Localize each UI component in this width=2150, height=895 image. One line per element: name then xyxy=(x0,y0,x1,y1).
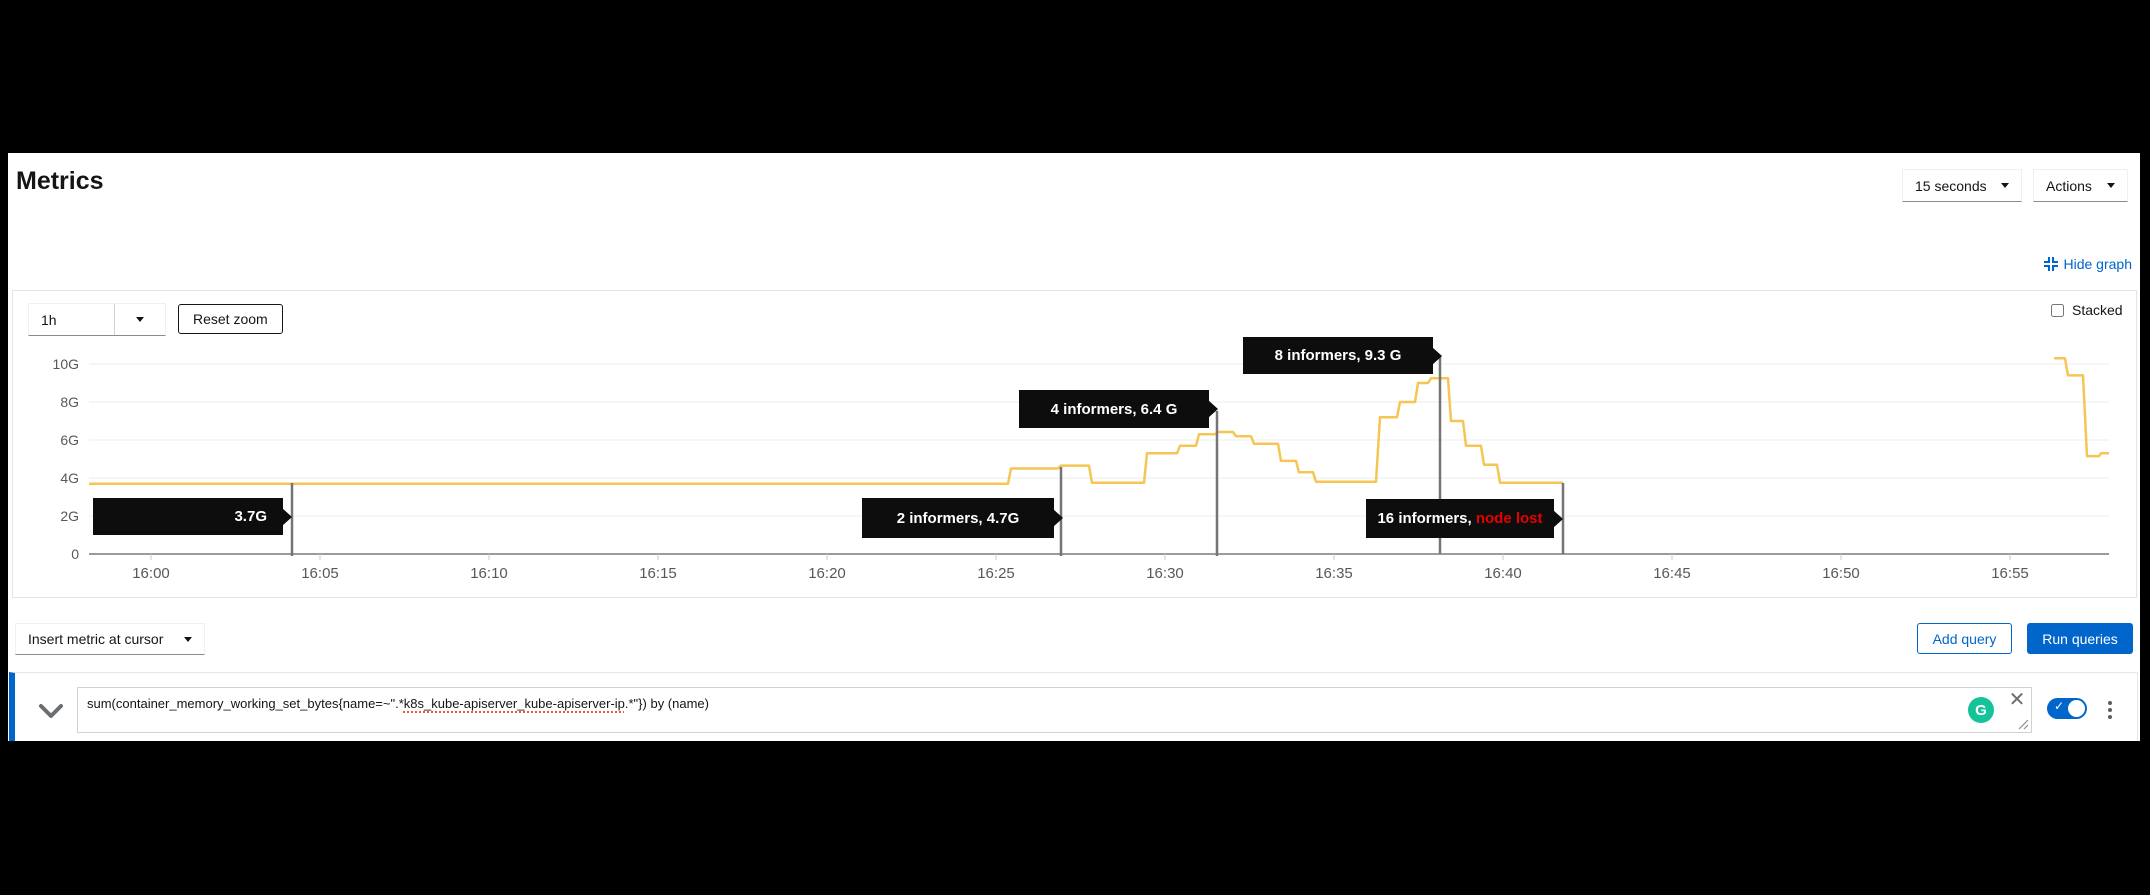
chart-annotation-tooltip: 3.7G xyxy=(93,498,283,535)
stacked-checkbox[interactable] xyxy=(2051,303,2064,317)
duration-value: 1h xyxy=(41,311,57,328)
run-queries-button[interactable]: Run queries xyxy=(2027,623,2133,654)
svg-text:8G: 8G xyxy=(60,394,79,410)
svg-text:16:55: 16:55 xyxy=(1991,565,2029,582)
refresh-interval-select[interactable]: 15 seconds xyxy=(1902,169,2022,202)
svg-text:16:05: 16:05 xyxy=(301,565,339,582)
svg-text:16:15: 16:15 xyxy=(639,565,677,582)
svg-text:16:25: 16:25 xyxy=(977,565,1015,582)
close-icon[interactable]: ✕ xyxy=(2008,689,2026,711)
add-query-button[interactable]: Add query xyxy=(1917,623,2012,654)
reset-zoom-button[interactable]: Reset zoom xyxy=(178,304,283,334)
textarea-resize-grip[interactable] xyxy=(2018,719,2029,730)
caret-down-icon xyxy=(136,317,144,322)
caret-down-icon xyxy=(184,636,192,642)
refresh-interval-value: 15 seconds xyxy=(1915,177,1987,194)
svg-text:16:35: 16:35 xyxy=(1315,565,1353,582)
query-row: sum(container_memory_working_set_bytes{n… xyxy=(9,672,2138,741)
actions-value: Actions xyxy=(2046,177,2092,194)
duration-select[interactable]: 1h xyxy=(28,303,166,336)
chart-annotation-tooltip: 8 informers, 9.3 G xyxy=(1243,337,1433,374)
svg-text:10G: 10G xyxy=(53,356,79,372)
stacked-label: Stacked xyxy=(2072,302,2123,318)
chart-annotation-tooltip: 2 informers, 4.7G xyxy=(862,498,1054,538)
chart-annotation-tooltip: 16 informers, node lost xyxy=(1366,499,1554,538)
query-expression-input[interactable]: sum(container_memory_working_set_bytes{n… xyxy=(77,687,2032,733)
metrics-panel: Metrics 15 seconds Actions Hide graph 1h… xyxy=(8,153,2140,741)
svg-text:16:30: 16:30 xyxy=(1146,565,1184,582)
caret-down-icon xyxy=(2001,183,2009,188)
query-enabled-toggle[interactable]: ✓ xyxy=(2047,698,2087,719)
svg-text:0: 0 xyxy=(71,546,79,562)
svg-text:4G: 4G xyxy=(60,470,79,486)
svg-text:16:50: 16:50 xyxy=(1822,565,1860,582)
svg-text:2G: 2G xyxy=(60,508,79,524)
insert-metric-label: Insert metric at cursor xyxy=(28,631,164,647)
chevron-down-icon xyxy=(39,704,63,718)
compress-icon xyxy=(2043,257,2058,271)
svg-text:16:10: 16:10 xyxy=(470,565,508,582)
kebab-menu-icon[interactable] xyxy=(2101,695,2119,725)
grammarly-icon[interactable]: G xyxy=(1968,697,1994,723)
stacked-checkbox-wrap: Stacked xyxy=(2051,302,2123,318)
metrics-line-chart: 10G 8G 6G 4G 2G 0 16:00 16:05 16:10 16:15 16:20 16:… xyxy=(53,356,2109,582)
chart-card: 1h Reset zoom Stacked 10G 8G 6G 4G 2G 0 16:00 1… xyxy=(12,290,2137,598)
page-title: Metrics xyxy=(16,167,104,195)
query-expand-button[interactable] xyxy=(33,697,69,727)
svg-text:16:00: 16:00 xyxy=(132,565,170,582)
hide-graph-link[interactable]: Hide graph xyxy=(2043,256,2133,272)
svg-text:6G: 6G xyxy=(60,432,79,448)
actions-select[interactable]: Actions xyxy=(2033,169,2128,202)
svg-text:16:45: 16:45 xyxy=(1653,565,1691,582)
insert-metric-select[interactable]: Insert metric at cursor xyxy=(15,623,205,655)
svg-text:16:40: 16:40 xyxy=(1484,565,1522,582)
query-text-after: .*"}) by (name) xyxy=(624,696,709,711)
caret-down-icon xyxy=(2107,183,2115,188)
hide-graph-label: Hide graph xyxy=(2063,256,2133,272)
svg-text:16:20: 16:20 xyxy=(808,565,846,582)
chart-annotation-tooltip: 4 informers, 6.4 G xyxy=(1019,390,1209,428)
query-text-misspelled: k8s_kube-apiserver_kube-apiserver-ip xyxy=(403,696,625,711)
query-text-before: sum(container_memory_working_set_bytes{n… xyxy=(87,696,404,711)
